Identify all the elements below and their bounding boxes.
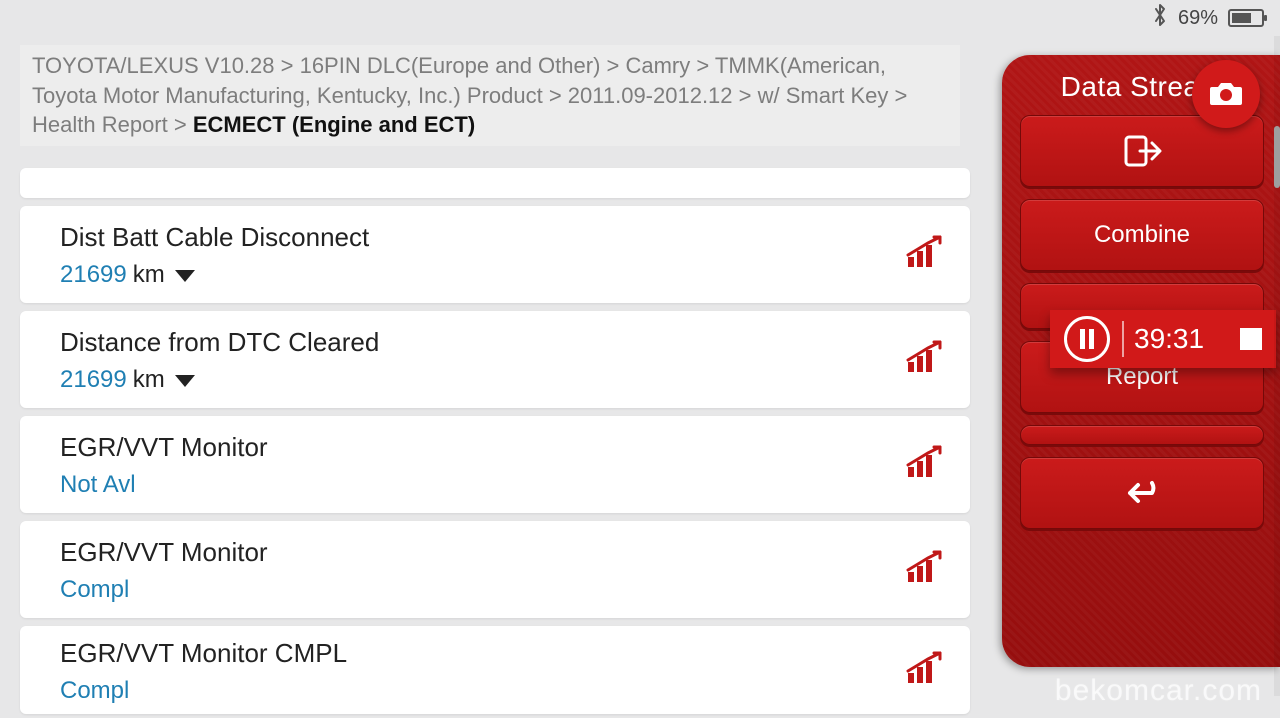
back-button[interactable] xyxy=(1020,457,1264,529)
chart-icon[interactable] xyxy=(904,550,948,591)
list-item[interactable]: EGR/VVT Monitor CMPL Compl xyxy=(20,626,970,714)
item-unit: km xyxy=(133,261,165,288)
pause-button[interactable] xyxy=(1064,316,1110,362)
recorder-bar: 39:31 xyxy=(1050,310,1276,368)
bluetooth-icon xyxy=(1152,3,1168,33)
item-value: Not Avl xyxy=(60,471,136,498)
stop-button[interactable] xyxy=(1240,328,1262,350)
chevron-down-icon[interactable] xyxy=(175,270,195,282)
datastream-list: Dist Batt Cable Disconnect 21699km Dista… xyxy=(20,160,970,718)
item-title: Distance from DTC Cleared xyxy=(60,327,379,358)
combine-button[interactable]: Combine xyxy=(1020,199,1264,271)
list-item[interactable]: EGR/VVT Monitor Compl xyxy=(20,521,970,618)
list-item[interactable]: Dist Batt Cable Disconnect 21699km xyxy=(20,206,970,303)
item-value: 21699 xyxy=(60,261,127,288)
status-bar: 69% xyxy=(0,0,1280,36)
item-unit: km xyxy=(133,366,165,393)
scrollbar-thumb[interactable] xyxy=(1274,126,1280,188)
back-icon xyxy=(1116,475,1168,511)
spacer-button[interactable] xyxy=(1020,425,1264,445)
breadcrumb-current: ECMECT (Engine and ECT) xyxy=(193,112,475,137)
battery-icon xyxy=(1228,9,1264,27)
exit-icon xyxy=(1120,131,1164,171)
watermark: bekomcar.com xyxy=(1055,674,1262,708)
item-value: Compl xyxy=(60,677,129,704)
list-item-partial-top[interactable] xyxy=(20,168,970,198)
chart-icon[interactable] xyxy=(904,651,948,692)
list-item[interactable]: Distance from DTC Cleared 21699km xyxy=(20,311,970,408)
combine-label: Combine xyxy=(1094,221,1190,249)
breadcrumb: TOYOTA/LEXUS V10.28 > 16PIN DLC(Europe a… xyxy=(20,45,960,146)
item-value: Compl xyxy=(60,576,129,603)
battery-percent: 69% xyxy=(1178,7,1218,30)
chart-icon[interactable] xyxy=(904,445,948,486)
recorder-time: 39:31 xyxy=(1134,323,1204,355)
chart-icon[interactable] xyxy=(904,340,948,381)
chevron-down-icon[interactable] xyxy=(175,375,195,387)
item-value: 21699 xyxy=(60,366,127,393)
list-item[interactable]: EGR/VVT Monitor Not Avl xyxy=(20,416,970,513)
item-title: EGR/VVT Monitor xyxy=(60,432,268,463)
chart-icon[interactable] xyxy=(904,235,948,276)
camera-fab[interactable] xyxy=(1192,60,1260,128)
item-title: EGR/VVT Monitor xyxy=(60,537,268,568)
camera-icon xyxy=(1208,79,1244,109)
item-title: EGR/VVT Monitor CMPL xyxy=(60,638,347,669)
item-title: Dist Batt Cable Disconnect xyxy=(60,222,369,253)
recorder-divider xyxy=(1122,321,1124,357)
